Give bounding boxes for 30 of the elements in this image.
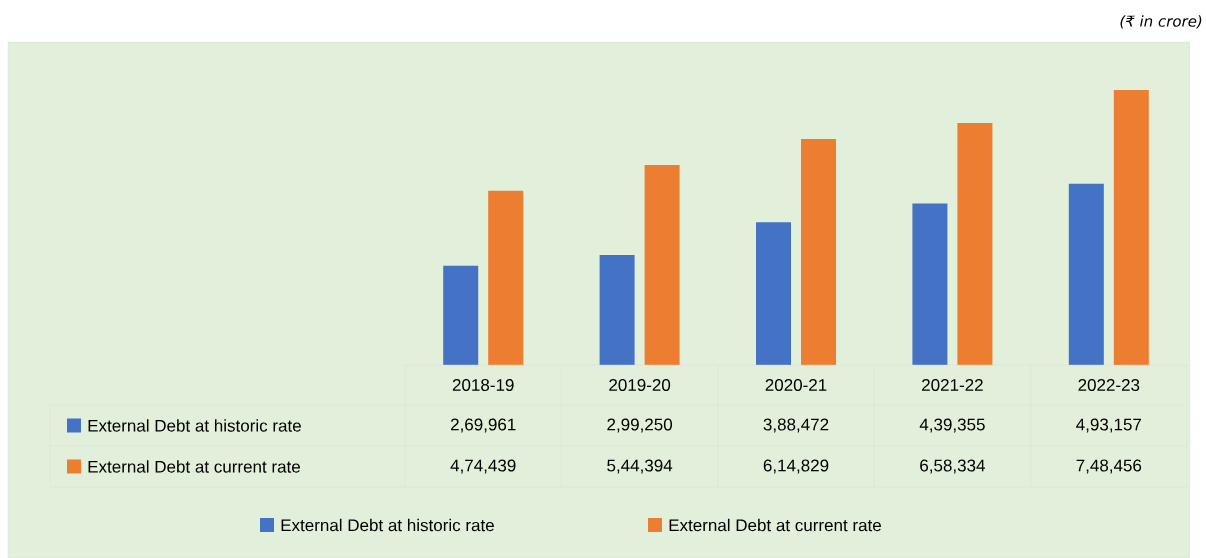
- x-tick-label: 2021-22: [922, 378, 983, 392]
- legend-label: External Debt at historic rate: [88, 419, 301, 432]
- bar: [1068, 183, 1104, 365]
- bar: [488, 190, 524, 365]
- data-label: 4,93,157: [1076, 418, 1142, 433]
- text: External Debt at historic rate: [281, 518, 494, 532]
- bar: [756, 222, 792, 365]
- x-tick-label: 2020-21: [765, 378, 827, 392]
- data-label: 4,74,439: [450, 459, 516, 474]
- bar: [912, 203, 948, 365]
- bar: [957, 123, 993, 365]
- legend-label: External Debt at current rate: [669, 518, 881, 532]
- data-label: 4,39,355: [919, 418, 985, 433]
- text: External Debt at current rate: [88, 460, 300, 473]
- text: (₹ in crore): [1120, 15, 1202, 29]
- bar: [599, 255, 635, 365]
- data-label: 5,44,394: [607, 459, 673, 474]
- x-tick-label: 2018-19: [452, 378, 514, 392]
- data-label: 7,48,456: [1076, 459, 1142, 474]
- bar: [443, 265, 479, 365]
- x-tick-label: 2019-20: [609, 378, 671, 392]
- data-label: 2,69,961: [450, 418, 516, 433]
- data-label: 2,99,250: [607, 418, 673, 433]
- data-label: 6,58,334: [920, 459, 985, 474]
- x-tick-label: 2022-23: [1078, 378, 1140, 392]
- data-label: 6,14,829: [763, 459, 829, 474]
- bar: [801, 139, 837, 365]
- data-label: 3,88,472: [763, 418, 829, 433]
- bar: [644, 164, 680, 365]
- bar: [1113, 90, 1149, 365]
